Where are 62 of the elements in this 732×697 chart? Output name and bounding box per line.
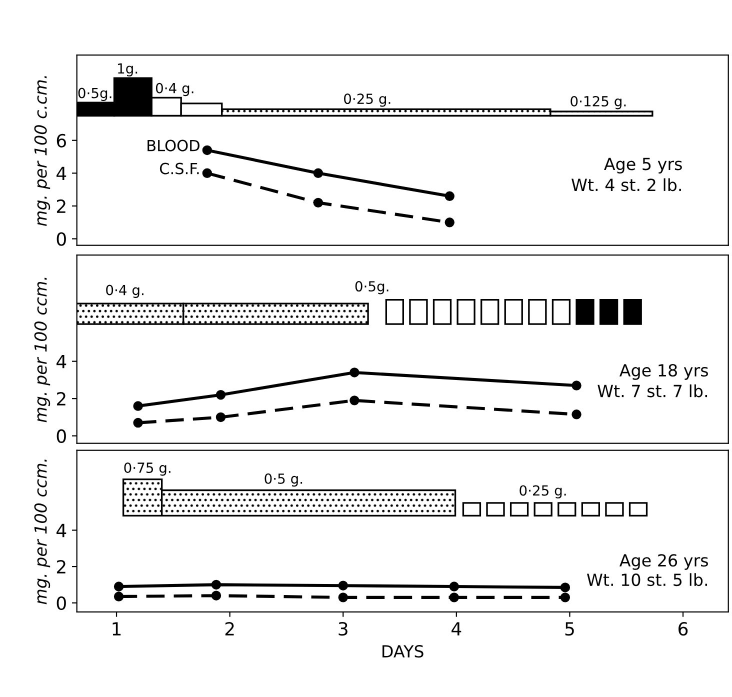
y-tick-label: 2: [56, 392, 66, 406]
point: [338, 592, 348, 602]
annotation: 0·125 g.: [570, 96, 626, 110]
y-tick-label: 0: [56, 596, 66, 610]
y-tick-label: 0: [56, 232, 66, 246]
annotation: Wt. 4 st. 2 lb.: [572, 178, 681, 192]
annotation: 0·25 g.: [344, 94, 390, 107]
point: [444, 218, 454, 228]
x-tick-label: 2: [225, 622, 234, 636]
annotation: Age 18 yrs: [619, 364, 708, 380]
y-axis-title: mg. per 100 ccm.: [34, 278, 50, 422]
annotation: 0·25 g.: [520, 485, 566, 498]
point: [211, 590, 222, 600]
x-tick-label: 1: [112, 622, 121, 636]
series-label: C.S.F.: [160, 162, 199, 174]
point: [313, 168, 324, 178]
x-axis-title: DAYS: [382, 645, 424, 658]
x-tick-label: 5: [565, 622, 574, 636]
y-axis-title: mg. per 100 ccm.: [34, 460, 50, 604]
series-label: BLOOD: [148, 140, 200, 152]
y-tick-label: 4: [56, 166, 66, 180]
point: [449, 582, 460, 592]
point: [216, 390, 226, 400]
x-tick-label: 3: [338, 622, 348, 636]
annotation: Wt. 7 st. 7 lb.: [598, 384, 708, 398]
point: [338, 580, 348, 590]
y-axis-title: mg. per 100 c.cm.: [34, 76, 50, 226]
point: [133, 418, 143, 428]
y-tick-label: 6: [56, 134, 66, 148]
annotation: 1g.: [118, 63, 138, 76]
point: [444, 191, 454, 201]
y-tick-label: 4: [56, 524, 66, 538]
point: [313, 198, 324, 208]
annotation: Age 26 yrs: [619, 554, 708, 570]
point: [350, 396, 360, 406]
annotation: Wt. 10 st. 5 lb.: [587, 573, 708, 586]
x-tick-label: 4: [452, 622, 462, 636]
annotation: 0·5 g.: [264, 473, 302, 487]
annotation: 0·5g.: [355, 281, 388, 294]
x-tick-label: 6: [678, 622, 688, 636]
point: [449, 592, 460, 602]
point: [572, 380, 582, 390]
annotation: Age 5 yrs: [604, 158, 682, 174]
point: [350, 368, 360, 378]
y-tick-label: 0: [56, 429, 66, 443]
y-tick-label: 2: [56, 199, 66, 213]
point: [133, 401, 143, 411]
annotation: 0·75 g.: [124, 462, 170, 476]
y-tick-label: 2: [56, 560, 66, 574]
point: [216, 412, 226, 422]
point: [114, 582, 124, 592]
annotation: 0·5g.: [78, 88, 112, 101]
annotation: 0·4 g.: [156, 82, 194, 96]
point: [202, 168, 212, 178]
point: [211, 580, 222, 590]
point: [560, 582, 570, 592]
point: [202, 145, 212, 156]
point: [114, 592, 124, 602]
annotation: 0·4 g.: [106, 284, 144, 298]
y-tick-label: 4: [56, 355, 66, 368]
point: [572, 410, 582, 420]
point: [560, 592, 570, 602]
